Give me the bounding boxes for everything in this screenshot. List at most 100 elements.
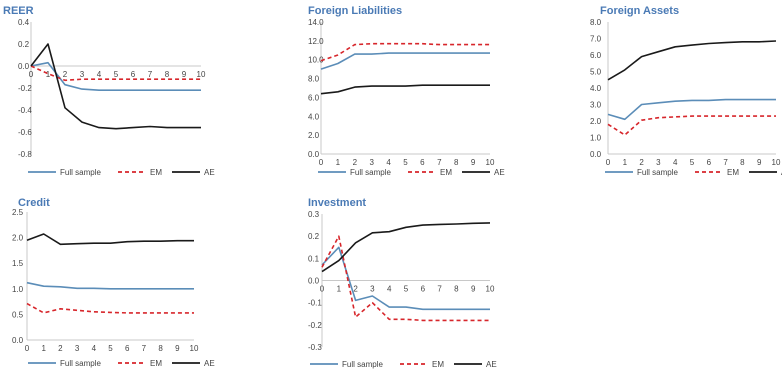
x-tick-label: 0 [29,70,34,79]
x-tick-label: 10 [772,158,781,167]
y-tick-label: 0.0 [308,277,320,286]
x-tick-label: 1 [41,344,46,353]
chart-title: Credit [18,197,50,209]
y-tick-label: 1.0 [12,285,24,294]
chart-title: REER [3,5,34,17]
x-tick-label: 9 [471,158,476,167]
series-line-full-sample [320,52,490,70]
x-tick-label: 2 [353,158,358,167]
y-tick-label: 0.4 [18,18,30,27]
x-tick-label: 3 [370,285,375,294]
x-tick-label: 6 [707,158,712,167]
x-tick-label: 2 [639,158,644,167]
y-tick-label: 0.0 [18,62,30,71]
x-tick-label: 4 [92,344,97,353]
x-tick-label: 2 [58,344,63,353]
x-tick-label: 4 [673,158,678,167]
y-tick-label: 0.0 [308,150,320,159]
x-tick-label: 2 [63,70,68,79]
x-tick-label: 10 [197,70,206,79]
x-tick-label: 2 [353,285,358,294]
legend-label-full-sample: Full sample [637,168,678,177]
x-tick-label: 1 [623,158,628,167]
x-tick-label: 10 [486,158,495,167]
legend-label-full-sample: Full sample [350,168,391,177]
y-tick-label: 8.0 [590,18,602,27]
y-tick-label: 2.5 [12,208,24,217]
x-tick-label: 5 [114,70,119,79]
x-tick-label: 7 [437,285,442,294]
x-tick-label: 0 [606,158,611,167]
x-tick-label: 7 [723,158,728,167]
x-tick-label: 7 [437,158,442,167]
y-tick-label: 7.0 [590,35,602,44]
y-tick-label: 4.0 [590,84,602,93]
x-tick-label: 9 [757,158,762,167]
x-tick-label: 7 [148,70,153,79]
y-tick-label: 3.0 [590,101,602,110]
legend-label-ae: AE [204,359,215,368]
y-tick-label: -0.8 [18,150,32,159]
x-tick-label: 0 [320,285,325,294]
chart-foreign-liabilities: Foreign Liabilities14.012.010.08.06.04.0… [308,5,505,177]
y-tick-label: 8.0 [308,75,320,84]
y-tick-label: 0.5 [12,310,24,319]
series-line-ae [26,233,194,246]
chart-title: Foreign Liabilities [308,5,402,17]
x-tick-label: 0 [319,158,324,167]
legend-label-em: EM [727,168,739,177]
x-tick-label: 5 [690,158,695,167]
x-tick-label: 1 [337,285,342,294]
x-tick-label: 4 [387,285,392,294]
series-line-em [26,302,194,314]
y-tick-label: 1.5 [12,259,24,268]
y-tick-label: 10.0 [308,56,324,65]
x-tick-label: 1 [336,158,341,167]
y-tick-label: 0.3 [308,210,320,219]
chart-title: Investment [308,197,366,209]
legend-label-full-sample: Full sample [60,168,101,177]
y-tick-label: 2.0 [308,131,320,140]
x-tick-label: 3 [369,158,374,167]
x-tick-label: 6 [131,70,136,79]
series-line-full-sample [321,246,490,311]
x-tick-label: 0 [25,344,30,353]
y-tick-label: 0.1 [308,254,320,263]
series-line-full-sample [607,98,776,121]
x-tick-label: 5 [403,158,408,167]
series-line-em [30,65,201,82]
series-line-ae [321,222,491,273]
legend-label-em: EM [150,359,162,368]
y-tick-label: 2.0 [12,234,24,243]
x-tick-label: 3 [80,70,85,79]
x-tick-label: 10 [486,285,495,294]
x-tick-label: 1 [46,70,51,79]
y-tick-label: 0.2 [308,232,320,241]
legend-label-em: EM [432,360,444,369]
y-tick-label: 5.0 [590,68,602,77]
y-tick-label: 12.0 [308,37,324,46]
x-tick-label: 9 [175,344,180,353]
x-tick-label: 4 [97,70,102,79]
y-tick-label: -0.2 [308,321,322,330]
x-tick-label: 8 [454,285,459,294]
series-line-em [320,42,490,62]
y-tick-label: -0.3 [308,343,322,352]
y-tick-label: 6.0 [590,51,602,60]
y-tick-label: -0.1 [308,299,322,308]
x-tick-label: 3 [656,158,661,167]
legend-label-ae: AE [204,168,215,177]
y-tick-label: -0.2 [18,84,32,93]
y-tick-label: -0.6 [18,128,32,137]
x-tick-label: 9 [471,285,476,294]
legend-label-full-sample: Full sample [60,359,101,368]
legend-label-full-sample: Full sample [342,360,383,369]
y-tick-label: 0.2 [18,40,30,49]
x-tick-label: 6 [421,285,426,294]
series-line-ae [607,40,777,81]
